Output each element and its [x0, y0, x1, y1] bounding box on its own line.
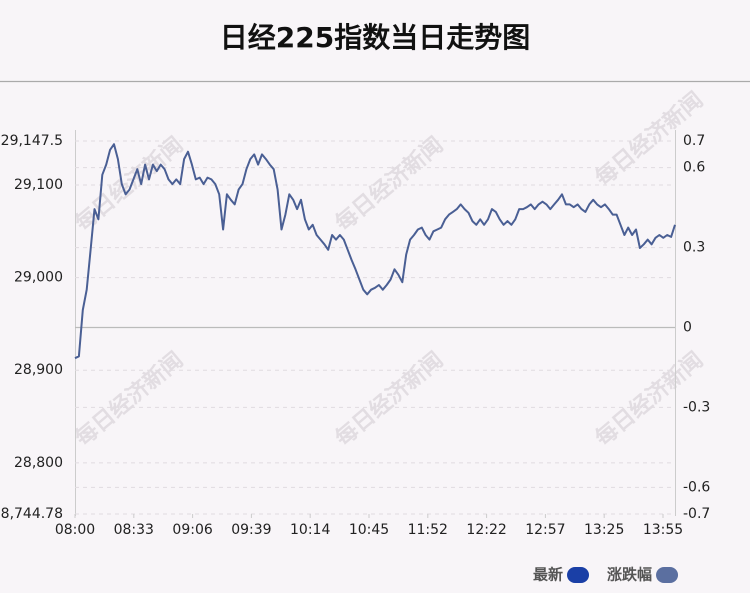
x-tick-label: 12:57	[525, 522, 565, 538]
y2-tick-label: -0.3	[683, 399, 710, 415]
chart-title: 日经225指数当日走势图	[220, 21, 530, 54]
y2-tick-label: -0.7	[683, 506, 710, 522]
y-tick-label: 28,900	[14, 362, 63, 378]
y-tick-label: 29,000	[14, 270, 63, 286]
x-tick-label: 11:52	[408, 522, 448, 538]
x-tick-label: 13:55	[643, 522, 683, 538]
x-tick-label: 09:39	[231, 522, 271, 538]
y-tick-label: 29,100	[14, 177, 63, 193]
x-tick-label: 10:45	[349, 522, 389, 538]
y2-tick-label: 0.3	[683, 240, 705, 256]
y2-tick-label: -0.6	[683, 479, 710, 495]
x-tick-label: 08:00	[55, 522, 95, 538]
series-line	[74, 143, 676, 360]
y-tick-label: 8,744.78	[1, 506, 63, 522]
legend-swatch	[656, 567, 679, 583]
y2-tick-label: 0	[683, 320, 692, 336]
x-tick-label: 13:25	[584, 522, 624, 538]
y2-tick-label: 0.6	[683, 160, 705, 176]
legend-label: 涨跌幅	[607, 566, 652, 584]
y-tick-label: 28,800	[14, 455, 63, 471]
legend-label: 最新	[533, 566, 563, 584]
legend-swatch	[567, 567, 590, 583]
x-tick-label: 08:33	[114, 522, 154, 538]
y2-tick-label: 0.7	[683, 133, 705, 149]
x-tick-label: 10:14	[290, 522, 330, 538]
x-tick-label: 12:22	[466, 522, 506, 538]
x-tick-label: 09:06	[172, 522, 212, 538]
y-tick-label: 29,147.5	[1, 133, 63, 149]
